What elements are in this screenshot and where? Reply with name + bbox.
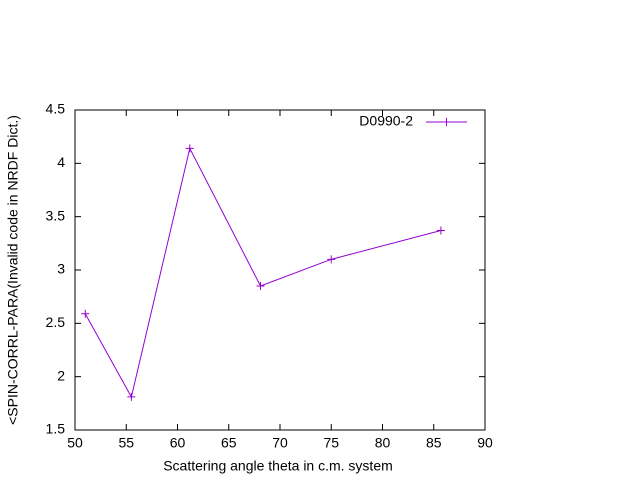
data-point <box>436 226 445 235</box>
legend-label: D0990-2 <box>359 113 413 129</box>
y-tick-label: 1.5 <box>46 421 66 437</box>
series-line <box>84 146 442 399</box>
x-tick-label: 85 <box>426 435 442 451</box>
data-point <box>256 282 265 290</box>
x-axis-label: Scattering angle theta in c.m. system <box>163 458 393 474</box>
data-point <box>127 392 136 401</box>
y-tick-label: 2 <box>57 367 65 383</box>
x-tick-label: 90 <box>477 435 493 451</box>
y-tick-label: 2.5 <box>46 314 66 330</box>
y-tick-label: 3.5 <box>46 207 66 223</box>
data-point <box>442 118 451 126</box>
y-tick-label: 4 <box>57 154 65 170</box>
data-point <box>327 255 336 264</box>
x-tick-label: 65 <box>221 435 237 451</box>
x-tick-label: 50 <box>67 435 83 451</box>
plot-frame <box>74 109 486 431</box>
y-axis-label: <SPIN-CORRL-PARA(Invalid code in NRDF Di… <box>5 115 21 425</box>
data-point <box>185 144 194 153</box>
x-tick-label: 70 <box>272 435 288 451</box>
y-tick-label: 3 <box>57 261 65 277</box>
x-tick-label: 75 <box>323 435 339 451</box>
x-tick-label: 60 <box>170 435 186 451</box>
x-tick-label: 80 <box>375 435 391 451</box>
x-tick-label: 55 <box>118 435 134 451</box>
y-tick-label: 4.5 <box>46 101 66 117</box>
data-point <box>81 309 90 318</box>
